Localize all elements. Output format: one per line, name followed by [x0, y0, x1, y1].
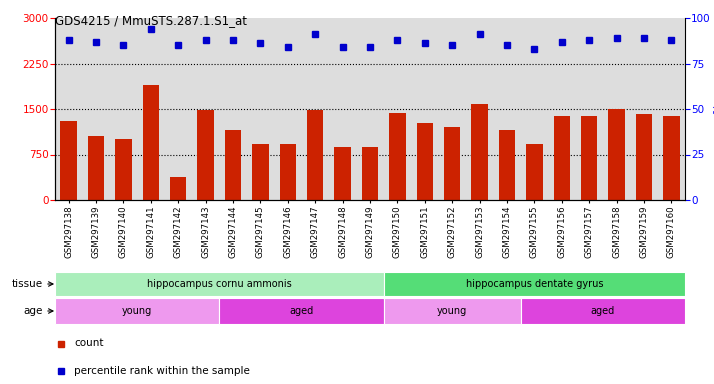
Text: GDS4215 / MmuSTS.287.1.S1_at: GDS4215 / MmuSTS.287.1.S1_at — [55, 14, 247, 27]
Bar — [553, 116, 570, 200]
Bar — [362, 147, 378, 200]
Bar — [143, 85, 159, 200]
Bar — [526, 144, 543, 200]
Bar — [198, 110, 214, 200]
Bar — [581, 116, 598, 200]
Bar — [115, 139, 131, 200]
Text: young: young — [122, 306, 152, 316]
Bar — [444, 127, 461, 200]
Text: hippocampus dentate gyrus: hippocampus dentate gyrus — [466, 279, 603, 289]
Text: young: young — [437, 306, 467, 316]
Bar — [219, 298, 383, 324]
Bar — [225, 130, 241, 200]
Text: age: age — [24, 306, 43, 316]
Bar — [499, 130, 516, 200]
Text: tissue: tissue — [11, 279, 43, 289]
Bar — [334, 147, 351, 200]
Bar — [663, 116, 680, 200]
Text: aged: aged — [289, 306, 313, 316]
Text: count: count — [74, 339, 104, 349]
Bar — [280, 144, 296, 200]
Bar — [170, 177, 186, 200]
Bar — [521, 298, 685, 324]
Bar — [61, 121, 77, 200]
Bar — [383, 298, 521, 324]
Bar — [635, 114, 652, 200]
Bar — [389, 113, 406, 200]
Text: percentile rank within the sample: percentile rank within the sample — [74, 366, 250, 376]
Bar — [471, 104, 488, 200]
Bar — [55, 298, 219, 324]
Bar — [55, 272, 383, 296]
Bar — [608, 109, 625, 200]
Bar — [88, 136, 104, 200]
Bar — [307, 109, 323, 200]
Bar — [416, 123, 433, 200]
Bar — [383, 272, 685, 296]
Text: hippocampus cornu ammonis: hippocampus cornu ammonis — [147, 279, 292, 289]
Text: aged: aged — [590, 306, 615, 316]
Bar — [252, 144, 268, 200]
